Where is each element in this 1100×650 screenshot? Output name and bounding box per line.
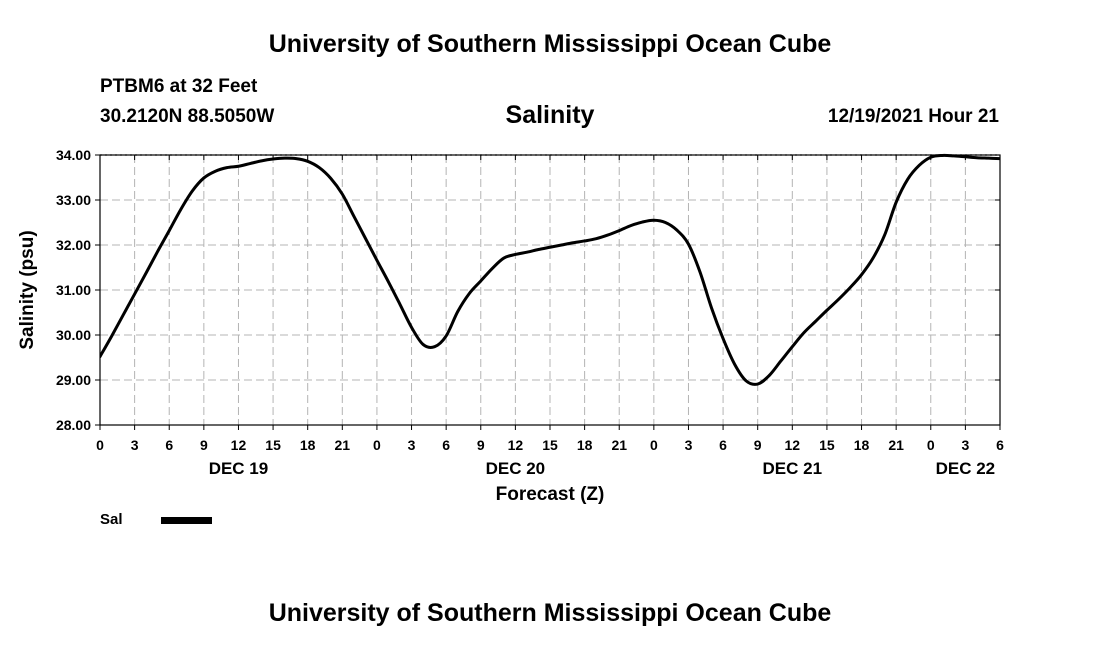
x-tick-label: 18: [577, 437, 593, 453]
y-axis-title: Salinity (psu): [17, 230, 38, 349]
x-tick-label: 18: [300, 437, 316, 453]
x-tick-label: 3: [131, 437, 139, 453]
y-tick-label: 32.00: [56, 237, 91, 253]
x-tick-label: 6: [165, 437, 173, 453]
grid: [100, 154, 1000, 426]
day-label: DEC 21: [763, 459, 823, 478]
x-tick-label: 6: [442, 437, 450, 453]
x-tick-label: 9: [477, 437, 485, 453]
x-tick-label: 0: [650, 437, 658, 453]
y-tick-label: 30.00: [56, 327, 91, 343]
coordinates-label: 30.2120N 88.5050W: [100, 106, 275, 127]
x-tick-label: 9: [754, 437, 762, 453]
x-tick-label: 0: [373, 437, 381, 453]
y-tick-label: 33.00: [56, 192, 91, 208]
chart-title: Salinity: [505, 101, 595, 129]
y-tick-label: 31.00: [56, 282, 91, 298]
x-tick-label: 12: [231, 437, 247, 453]
x-tick-label: 12: [785, 437, 801, 453]
legend-label: Sal: [100, 511, 123, 528]
station-label: PTBM6 at 32 Feet: [100, 76, 258, 97]
x-tick-label: 12: [508, 437, 524, 453]
x-tick-label: 18: [854, 437, 870, 453]
day-label: DEC 22: [936, 459, 996, 478]
axes: 0 3 6 9 12 15 18 21 0 3 6 9 12 15 18 21 0 3 6 9 12 15 18 21 0 3 6 2…: [17, 147, 1004, 505]
x-axis-title: Forecast (Z): [496, 484, 605, 505]
x-tick-label: 15: [819, 437, 835, 453]
x-tick-label: 3: [961, 437, 969, 453]
x-tick-label: 6: [996, 437, 1004, 453]
series-layer: [100, 153, 1000, 386]
x-tick-label: 21: [888, 437, 904, 453]
x-tick-label: 15: [265, 437, 281, 453]
day-label: DEC 19: [209, 459, 269, 478]
x-tick-label: 0: [927, 437, 935, 453]
salinity-line: [100, 153, 1000, 386]
x-tick-label: 9: [200, 437, 208, 453]
x-tick-label: 21: [335, 437, 351, 453]
x-tick-label: 21: [611, 437, 627, 453]
y-tick-label: 29.00: [56, 372, 91, 388]
y-tick-label: 28.00: [56, 417, 91, 433]
legend-swatch: [161, 517, 212, 524]
x-tick-label: 3: [408, 437, 416, 453]
footer-title: University of Southern Mississippi Ocean…: [268, 599, 832, 627]
x-tick-label: 3: [685, 437, 693, 453]
day-label: DEC 20: [486, 459, 546, 478]
x-tick-label: 6: [719, 437, 727, 453]
forecast-datetime: 12/19/2021 Hour 21: [827, 106, 999, 127]
x-tick-label: 0: [96, 437, 104, 453]
y-tick-label: 34.00: [56, 147, 91, 163]
page-title: University of Southern Mississippi Ocean…: [268, 30, 832, 58]
x-tick-label: 15: [542, 437, 558, 453]
